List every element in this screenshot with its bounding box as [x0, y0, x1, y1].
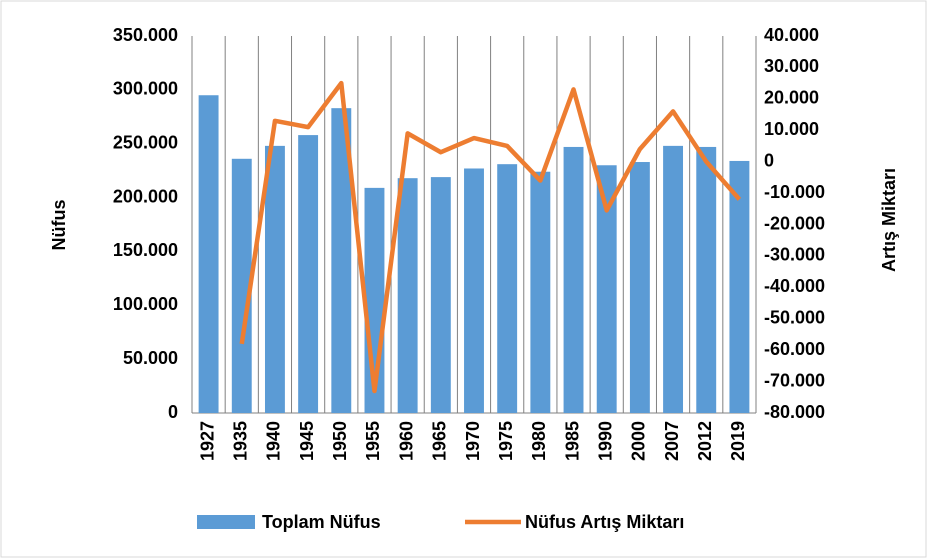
- x-tick-label: 1935: [231, 421, 251, 461]
- x-tick-label: 1965: [430, 421, 450, 461]
- bar: [331, 108, 352, 413]
- bar: [530, 171, 551, 413]
- x-tick-label: 1940: [264, 421, 284, 461]
- bar: [464, 168, 484, 413]
- x-tick-label: 1945: [297, 421, 317, 461]
- bar: [596, 165, 617, 413]
- bar: [198, 95, 219, 413]
- y2-tick-label: -50.000: [764, 308, 825, 328]
- y-tick-label: 0: [168, 402, 178, 422]
- y2-tick-label: 0: [764, 150, 774, 170]
- y2-tick-label: 30.000: [764, 56, 819, 76]
- legend-label: Nüfus Artış Miktarı: [525, 512, 684, 532]
- legend-swatch: [197, 515, 255, 529]
- y2-tick-label: 40.000: [764, 25, 819, 45]
- bar: [629, 162, 650, 413]
- x-tick-label: 1990: [595, 421, 615, 461]
- y-axis-title: Nüfus: [49, 200, 69, 251]
- y2-tick-label: -60.000: [764, 339, 825, 359]
- x-tick-label: 2007: [662, 421, 682, 461]
- bar: [298, 135, 319, 413]
- bar: [663, 145, 684, 413]
- x-tick-label: 1960: [396, 421, 416, 461]
- bar: [729, 160, 750, 413]
- bar: [397, 178, 418, 413]
- y-tick-label: 50.000: [123, 348, 178, 368]
- legend-label: Toplam Nüfus: [262, 512, 381, 532]
- y-tick-label: 200.000: [113, 186, 178, 206]
- y2-tick-label: -30.000: [764, 245, 825, 265]
- x-tick-label: 1980: [529, 421, 549, 461]
- x-tick-label: 1950: [330, 421, 350, 461]
- x-tick-label: 2000: [629, 421, 649, 461]
- x-tick-label: 1975: [496, 421, 516, 461]
- y2-tick-label: -70.000: [764, 370, 825, 390]
- y2-tick-label: -20.000: [764, 213, 825, 233]
- y2-tick-label: 10.000: [764, 119, 819, 139]
- y2-tick-label: -80.000: [764, 402, 825, 422]
- x-tick-label: 1985: [562, 421, 582, 461]
- bar: [430, 177, 451, 413]
- x-tick-label: 1970: [463, 421, 483, 461]
- y2-tick-label: -40.000: [764, 276, 825, 296]
- bar: [231, 158, 252, 413]
- line: [239, 80, 742, 394]
- y-tick-label: 150.000: [113, 240, 178, 260]
- x-tick-label: 1955: [363, 421, 383, 461]
- x-tick-label: 1927: [197, 421, 217, 461]
- y-tick-label: 350.000: [113, 25, 178, 45]
- y2-axis-title: Artış Miktarı: [879, 168, 899, 272]
- y-tick-label: 300.000: [113, 79, 178, 99]
- bar: [696, 146, 717, 413]
- y2-tick-label: 20.000: [764, 88, 819, 108]
- x-tick-label: 2012: [695, 421, 715, 461]
- bar: [497, 164, 518, 413]
- y2-tick-label: -10.000: [764, 182, 825, 202]
- bar: [563, 146, 584, 413]
- y-tick-label: 100.000: [113, 294, 178, 314]
- x-tick-label: 2019: [728, 421, 748, 461]
- bar: [264, 145, 285, 413]
- y-tick-label: 250.000: [113, 132, 178, 152]
